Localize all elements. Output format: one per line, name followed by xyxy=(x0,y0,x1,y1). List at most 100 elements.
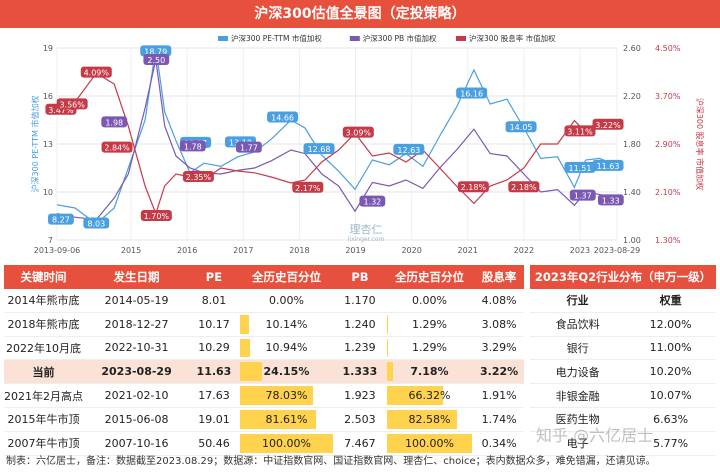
point-label-box xyxy=(236,141,262,153)
percentile-text: 10.14% xyxy=(265,317,308,331)
x-tick: 2023 xyxy=(570,246,590,255)
table-row: 2022年10月底 2022-10-31 10.29 10.94% 1.239 1.29%… xyxy=(4,336,524,360)
series-line xyxy=(56,47,618,225)
row-name: 当前 xyxy=(32,365,55,379)
row-pe: 11.63 xyxy=(196,365,232,379)
y-right2-tick: 1.30% xyxy=(655,236,681,245)
x-tick: 2022 xyxy=(514,246,534,255)
point-label: 8.27 xyxy=(52,216,70,225)
row-date: 2014-05-19 xyxy=(104,293,169,307)
row-date: 2022-10-31 xyxy=(104,341,169,355)
percentile-bar xyxy=(239,409,316,429)
main-table-header-cell: 股息率 xyxy=(474,265,524,289)
industry-name: 食品饮料 xyxy=(555,318,600,332)
point-label-box xyxy=(456,87,488,99)
industry-table: 2023年Q2行业分布（申万一级） 行业 权重 食品饮料 12.00% 银行 11.00%… xyxy=(530,265,716,456)
row-pb-percentile: 1.29% xyxy=(385,312,475,336)
row-dividend-yield: 3.08% xyxy=(481,317,517,331)
industry-row: 电力设备 10.20% xyxy=(530,360,716,384)
point-label-box xyxy=(303,143,335,155)
y-left-tick: 16 xyxy=(43,92,53,101)
point-label-box xyxy=(597,194,624,206)
row-name: 2021年2月高点 xyxy=(4,389,83,403)
percentile-bar xyxy=(239,386,313,405)
point-label: 2.50 xyxy=(147,56,165,65)
main-table-header: 关键时间 发生日期 PE 全历史百分位 PB 全历史百分位 股息率 xyxy=(4,265,524,289)
footer-note: 制表：六亿居士，备注：数据截至2023.08.29；数据源：中证指数官网、国证指… xyxy=(6,456,656,467)
row-pb: 1.240 xyxy=(344,317,376,331)
main-table-header-cell: PE xyxy=(190,265,238,289)
point-label-box xyxy=(592,118,624,130)
percentile-text: 78.03% xyxy=(265,389,308,403)
point-label: 2.17% xyxy=(295,184,321,193)
industry-row: 食品饮料 12.00% xyxy=(530,312,716,337)
percentile-bar xyxy=(386,338,388,358)
row-pe-percentile: 78.03% xyxy=(238,384,335,408)
point-label: 3.22% xyxy=(595,121,621,130)
y-left-tick: 7 xyxy=(48,236,53,245)
y-left-axis-title: 沪深300 PE-TTM 市值加权 xyxy=(30,96,40,193)
main-table-header-cell: 发生日期 xyxy=(83,265,191,289)
percentile-bar xyxy=(239,314,250,334)
row-pe: 17.63 xyxy=(198,389,230,403)
row-name: 2015年牛市顶 xyxy=(7,413,80,427)
industry-header-cell: 权重 xyxy=(659,294,682,308)
row-pb-percentile: 7.18% xyxy=(385,360,475,384)
percentile-bar xyxy=(386,362,393,382)
row-date: 2018-12-27 xyxy=(104,317,169,331)
point-label-box xyxy=(359,195,386,207)
point-label-box xyxy=(564,125,596,137)
point-label: 1.37 xyxy=(574,192,592,201)
row-pe-percentile: 100.00% xyxy=(238,431,335,455)
row-pb-percentile: 100.00% xyxy=(385,431,475,455)
industry-name: 医药生物 xyxy=(555,413,600,427)
point-label: 1.77 xyxy=(240,144,258,153)
row-pe: 10.17 xyxy=(198,317,230,331)
y-right1-tick: 1.40 xyxy=(623,188,641,197)
percentile-text: 100.00% xyxy=(261,436,311,450)
industry-row: 银行 11.00% xyxy=(530,336,716,360)
row-pe: 8.01 xyxy=(201,293,227,307)
percentile-bar xyxy=(386,433,473,453)
point-label-box xyxy=(508,181,540,193)
point-label: 1.70% xyxy=(144,212,170,221)
industry-name: 电力设备 xyxy=(555,365,600,379)
y-right2-tick: 2.90% xyxy=(655,140,681,149)
industry-weight: 10.07% xyxy=(649,389,692,403)
row-name: 2022年10月底 xyxy=(6,341,81,355)
point-label-box xyxy=(56,98,88,110)
point-label-box xyxy=(393,143,425,155)
row-pe-percentile: 81.61% xyxy=(238,407,335,431)
point-label-box xyxy=(140,45,172,57)
point-label: 16.16 xyxy=(460,89,483,98)
y-right2-tick: 4.50% xyxy=(655,44,681,53)
y-right2-tick: 2.10% xyxy=(655,188,681,197)
point-label-box xyxy=(143,54,170,65)
point-label-box xyxy=(457,181,489,193)
x-tick: 2013-09-06 xyxy=(34,246,81,255)
main-table-header-cell: 全历史百分位 xyxy=(384,265,475,289)
point-label: 3.47% xyxy=(48,106,74,115)
row-pb-percentile: 0.00% xyxy=(385,289,475,312)
x-tick: 2017 xyxy=(233,246,253,255)
x-tick: 2020 xyxy=(401,246,421,255)
industry-name: 电子 xyxy=(566,437,589,451)
industry-name: 银行 xyxy=(566,341,589,355)
row-dividend-yield: 0.34% xyxy=(481,436,517,450)
row-name: 2007年牛市顶 xyxy=(7,437,80,451)
legend-item: 沪深300 PB 市值加权 xyxy=(363,33,437,43)
row-dividend-yield: 4.08% xyxy=(481,293,517,307)
point-label-box xyxy=(101,116,128,128)
percentile-bar xyxy=(386,314,388,334)
industry-row: 医药生物 6.63% xyxy=(530,407,716,432)
row-date: 2023-08-29 xyxy=(101,365,172,379)
industry-row: 非银金融 10.07% xyxy=(530,384,716,408)
percentile-text: 81.61% xyxy=(265,412,308,426)
industry-table-title: 2023年Q2行业分布（申万一级） xyxy=(530,265,716,289)
row-pe-percentile: 10.14% xyxy=(238,312,335,336)
row-date: 2015-06-08 xyxy=(104,412,169,426)
row-pb: 1.239 xyxy=(344,341,376,355)
table-row: 2015年牛市顶 2015-06-08 19.01 81.61% 2.503 82.58%… xyxy=(4,407,524,432)
row-pe: 19.01 xyxy=(198,412,230,426)
point-label-box xyxy=(179,140,206,152)
